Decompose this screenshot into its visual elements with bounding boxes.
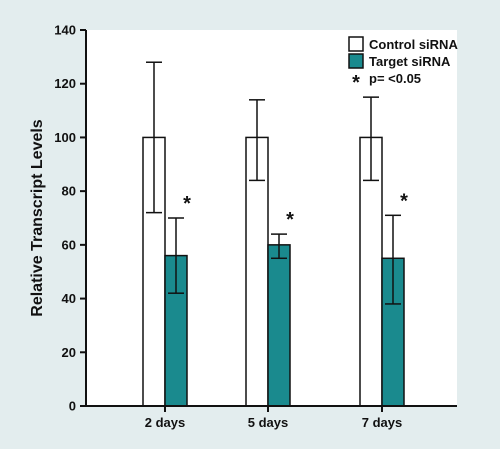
y-tick-label: 80 <box>62 184 76 199</box>
x-tick-label: 2 days <box>145 415 185 430</box>
y-tick-label: 60 <box>62 237 76 252</box>
bar-target-sirna <box>267 244 291 407</box>
x-tick-label: 7 days <box>362 415 402 430</box>
y-tick-label: 100 <box>54 130 76 145</box>
legend-significance-star: * <box>352 72 360 94</box>
significance-star: * <box>400 190 408 212</box>
x-axis-ticks: 2 days 5 days 7 days <box>145 406 402 430</box>
y-axis-title: Relative Transcript Levels <box>29 119 46 317</box>
error-bars <box>146 61 401 305</box>
y-axis-ticks: 0 20 40 60 80 100 120 140 <box>54 23 86 414</box>
significance-markers: * * * <box>183 190 408 231</box>
legend-control-label: Control siRNA <box>369 37 458 52</box>
y-tick-label: 120 <box>54 76 76 91</box>
significance-star: * <box>286 209 294 231</box>
x-tick-label: 5 days <box>248 415 288 430</box>
y-tick-label: 20 <box>62 345 76 360</box>
legend-target-label: Target siRNA <box>369 54 451 69</box>
legend-significance-label: p= <0.05 <box>369 71 421 86</box>
legend-control-swatch <box>348 36 364 52</box>
legend-target-swatch <box>348 53 364 69</box>
legend: Control siRNA Target siRNA * p= <0.05 <box>348 36 458 94</box>
y-tick-label: 140 <box>54 23 76 38</box>
y-tick-label: 0 <box>69 399 76 414</box>
significance-star: * <box>183 193 191 215</box>
y-tick-label: 40 <box>62 291 76 306</box>
